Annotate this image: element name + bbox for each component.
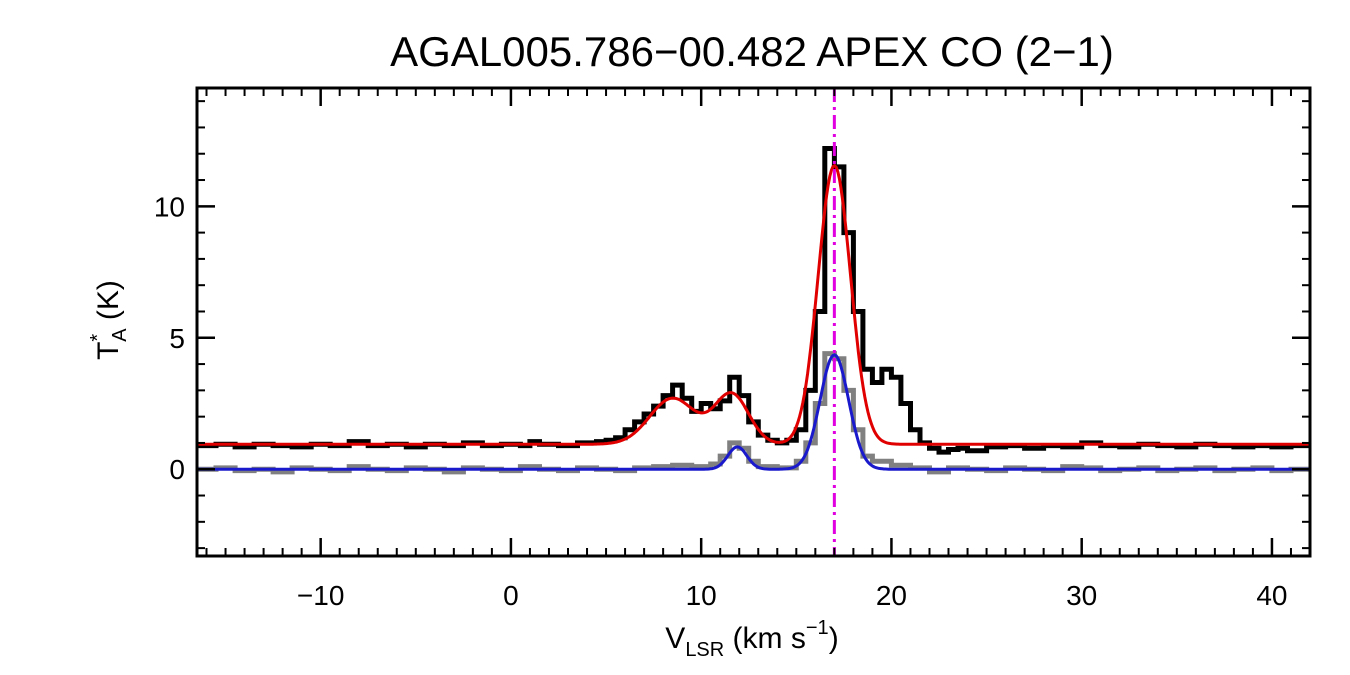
chart-title: AGAL005.786−00.482 APEX CO (2−1) <box>390 28 1114 75</box>
x-tick-label: 20 <box>876 580 907 611</box>
x-tick-label: 10 <box>686 580 717 611</box>
x-tick-label: −10 <box>297 580 345 611</box>
plot-area: −10 0 10 20 30 40 0 5 10 <box>154 86 1312 611</box>
y-tick-label: 10 <box>154 191 185 222</box>
y-tick-label: 5 <box>169 323 185 354</box>
x-tick-label: 0 <box>503 580 519 611</box>
x-tick-label: 40 <box>1256 580 1287 611</box>
x-axis-label: VLSR (km s−1) <box>665 617 838 661</box>
x-tick-label: 30 <box>1066 580 1097 611</box>
series-line-0 <box>197 146 1310 455</box>
y-tick-label: 0 <box>169 454 185 485</box>
series-line-1 <box>197 351 1310 475</box>
y-axis-label: T*A (K) <box>87 280 131 360</box>
plot-frame <box>195 86 1312 558</box>
series-line-2 <box>197 163 1310 446</box>
series-line-3 <box>197 353 1310 471</box>
